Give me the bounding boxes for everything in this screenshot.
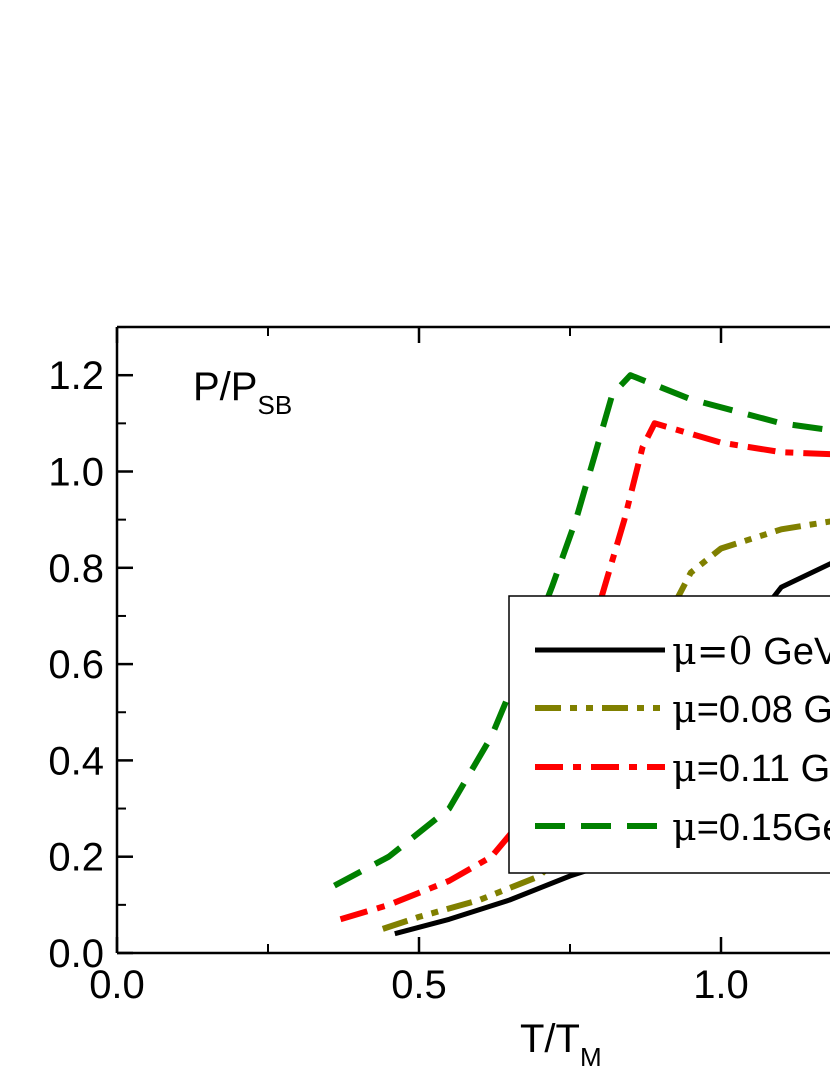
y-tick-label-0: 0.0: [48, 932, 104, 976]
legend-label-rest-2: =0.11 GeV: [697, 748, 830, 790]
y-tick-label-1: 0.2: [48, 836, 104, 880]
x-tick-label-2: 1.0: [693, 963, 749, 1007]
legend-label-mu-2: μ: [672, 746, 697, 790]
y-tick-label-3: 0.6: [48, 643, 104, 687]
legend-label-rest-0: GeV: [753, 631, 830, 673]
legend-label-1: μ=0.08 GeV: [672, 687, 830, 731]
legend-label-3: μ=0.15GeV: [672, 805, 830, 849]
legend-label-rest-3: =0.15GeV: [697, 807, 830, 849]
y-tick-label-6: 1.2: [48, 354, 104, 398]
legend-label-rest-1: =0.08 GeV: [697, 689, 830, 731]
legend-label-mu-3: μ: [672, 805, 697, 849]
y-tick-label-5: 1.0: [48, 451, 104, 495]
legend-label-mu-1: μ: [672, 687, 697, 731]
legend-label-0: μ=0 GeV: [672, 629, 830, 673]
axes-layer: [115, 325, 830, 955]
x-axis-title-main: T/T: [520, 1017, 580, 1061]
plot-annotation-sub: SB: [257, 390, 292, 420]
x-tick-label-1: 0.5: [391, 963, 447, 1007]
y-tick-label-2: 0.4: [48, 739, 104, 783]
legend-label-2: μ=0.11 GeV: [672, 746, 830, 790]
series-line-1: [381, 518, 830, 932]
plot-annotation: P/PSB: [193, 365, 292, 420]
ticks-layer: 0.00.51.01.52.00.00.20.40.60.81.01.2: [48, 326, 749, 1007]
legend-label-mu-0: μ=0: [672, 629, 753, 673]
series-line-2: [339, 420, 830, 923]
x-axis-title: T/TM: [520, 1017, 602, 1072]
x-tick-label-0: 0.0: [89, 963, 145, 1007]
y-tick-label-4: 0.8: [48, 547, 104, 591]
x-axis-title-sub: M: [580, 1042, 602, 1072]
series-line-3: [332, 372, 830, 889]
plot-annotation-main: P/P: [193, 365, 257, 409]
